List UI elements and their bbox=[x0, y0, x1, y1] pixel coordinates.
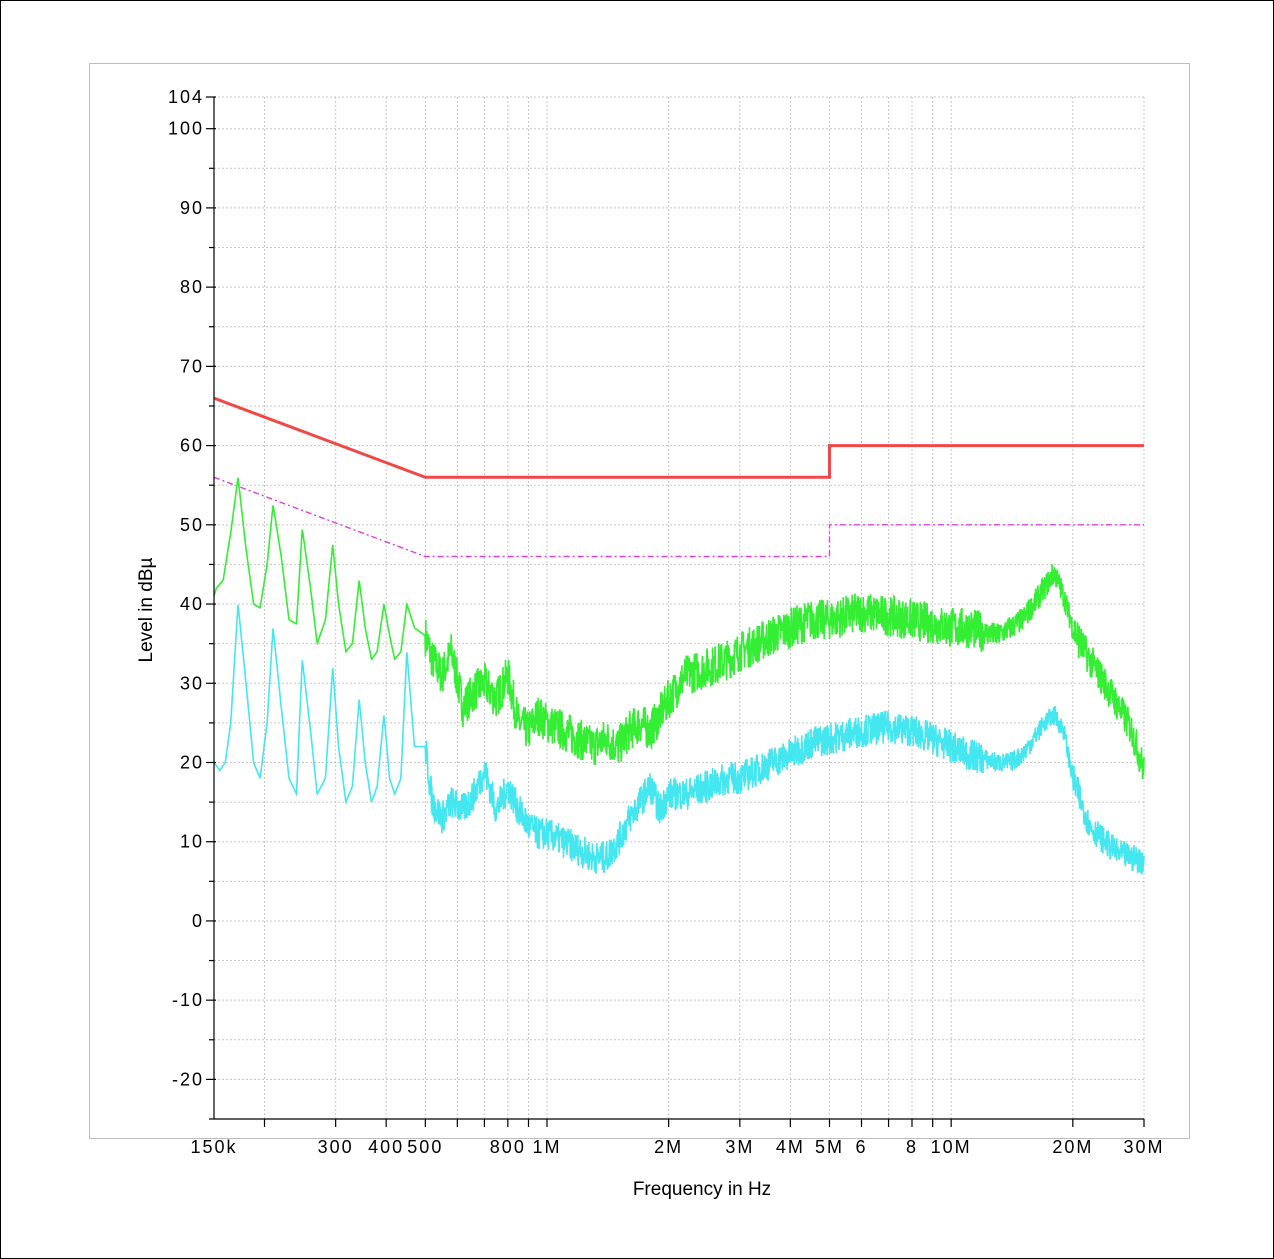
x-tick-label: 5M bbox=[815, 1137, 844, 1157]
x-tick-label: 30M bbox=[1123, 1137, 1164, 1157]
x-tick-label: 150k bbox=[190, 1137, 237, 1157]
y-tick-label: 50 bbox=[180, 515, 204, 535]
y-tick-label: 104 bbox=[168, 87, 204, 107]
grid bbox=[214, 96, 1145, 1120]
x-tick-label: 300 bbox=[318, 1137, 354, 1157]
plot-panel bbox=[89, 63, 1190, 1139]
x-tick-label: 8 bbox=[906, 1137, 918, 1157]
y-tick-label: 60 bbox=[180, 436, 204, 456]
y-axis-label: Level in dBµ bbox=[136, 557, 157, 662]
trace-line bbox=[213, 477, 1145, 780]
x-tick-label: 2M bbox=[654, 1137, 683, 1157]
x-tick-label: 6 bbox=[855, 1137, 867, 1157]
x-tick-label: 400 bbox=[368, 1137, 404, 1157]
x-tick-label: 10M bbox=[931, 1137, 972, 1157]
y-tick-label: 20 bbox=[180, 752, 204, 772]
y-tick-label: 30 bbox=[180, 673, 204, 693]
y-tick-label: 40 bbox=[180, 594, 204, 614]
y-tick-label: 70 bbox=[180, 356, 204, 376]
y-tick-label: -20 bbox=[172, 1069, 204, 1089]
y-tick-label: 90 bbox=[180, 198, 204, 218]
series-layer bbox=[213, 396, 1145, 875]
x-tick-label: 800 bbox=[490, 1137, 526, 1157]
x-tick-label: 20M bbox=[1052, 1137, 1093, 1157]
x-tick-label: 500 bbox=[407, 1137, 443, 1157]
x-tick-label: 4M bbox=[776, 1137, 805, 1157]
x-axis-label: Frequency in Hz bbox=[633, 1179, 771, 1200]
y-tick-label: 100 bbox=[168, 119, 204, 139]
limit-line-quasi-peak bbox=[213, 396, 1144, 479]
limit-line-average bbox=[213, 476, 1144, 558]
y-tick-label: 10 bbox=[180, 832, 204, 852]
y-tick-label: 0 bbox=[192, 911, 204, 931]
y-tick-label: 80 bbox=[180, 277, 204, 297]
y-tick-label: -10 bbox=[172, 990, 204, 1010]
trace-line bbox=[213, 604, 1145, 875]
x-tick-label: 1M bbox=[532, 1137, 561, 1157]
x-tick-label: 3M bbox=[725, 1137, 754, 1157]
